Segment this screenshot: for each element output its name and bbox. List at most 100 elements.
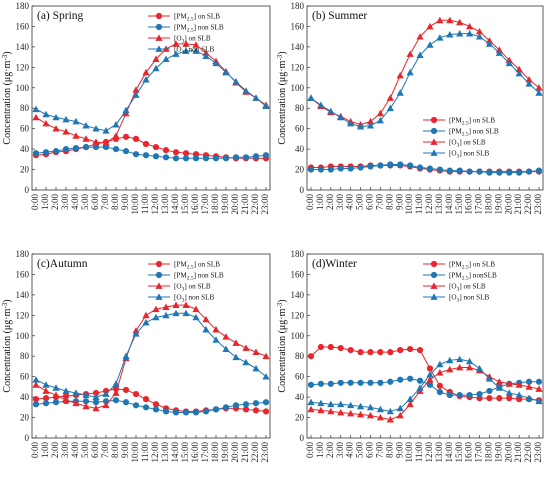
data-point <box>122 399 130 406</box>
data-point <box>242 406 250 413</box>
data-point <box>62 387 70 394</box>
legend-swatch-marker <box>155 260 163 268</box>
data-point <box>42 381 50 388</box>
data-point <box>347 409 355 417</box>
data-point <box>32 376 40 383</box>
x-tick-label: 14:00 <box>170 442 180 463</box>
y-tick-label: 80 <box>295 351 305 361</box>
legend-label: [O3] on SLB <box>449 283 486 293</box>
data-point <box>212 59 220 67</box>
x-tick-label: 15:00 <box>454 442 464 463</box>
legend-swatch-marker <box>430 127 438 135</box>
y-axis-label: Concentration (μg·m-3) <box>276 299 288 392</box>
y-tick-label: 100 <box>16 331 30 341</box>
data-point <box>222 333 230 340</box>
data-point <box>102 139 110 146</box>
data-point <box>202 408 210 415</box>
y-axis-label-prefix: Concentration ( <box>2 81 13 144</box>
series-2 <box>32 143 270 162</box>
data-point <box>112 389 120 396</box>
data-point <box>515 381 523 388</box>
data-point <box>92 399 100 406</box>
x-tick-label: 16:00 <box>464 442 474 463</box>
data-point <box>92 125 100 132</box>
data-point <box>456 30 464 37</box>
data-point <box>307 398 315 406</box>
series-4 <box>307 355 543 415</box>
legend-swatch-marker <box>155 271 163 279</box>
x-tick-label: 19:00 <box>493 442 503 463</box>
data-point <box>112 146 120 153</box>
plot-frame <box>31 5 271 191</box>
data-point <box>485 375 494 382</box>
data-point <box>142 311 150 319</box>
series-2 <box>32 397 270 416</box>
series-2 <box>307 161 543 176</box>
y-tick-label: 120 <box>16 310 30 320</box>
plot-frame <box>31 253 271 439</box>
legend-label: [O3] on SLB <box>174 283 211 293</box>
data-point <box>347 165 354 172</box>
data-point <box>252 364 260 372</box>
data-point <box>466 22 474 30</box>
y-axis-label-unit-sup: -3 <box>1 54 9 60</box>
x-tick-label: 20:00 <box>230 442 240 463</box>
x-tick-label: 16:00 <box>190 442 200 463</box>
x-tick-label: 20:00 <box>503 442 513 463</box>
data-point <box>357 349 364 356</box>
data-point <box>416 33 424 40</box>
series-line <box>35 304 267 409</box>
data-point <box>436 166 443 173</box>
plot-frame <box>306 253 544 439</box>
x-tick-label: 21:00 <box>513 442 523 463</box>
data-point <box>327 400 335 408</box>
data-point <box>172 301 180 308</box>
data-point <box>142 68 150 76</box>
data-point <box>466 168 473 175</box>
data-point <box>475 364 484 372</box>
x-tick-label: 11:00 <box>140 442 150 463</box>
legend-swatch-marker <box>155 12 163 20</box>
x-tick-label: 10:00 <box>404 442 414 463</box>
data-point <box>406 50 414 57</box>
legend-swatch-marker <box>430 293 438 300</box>
data-point <box>337 344 344 352</box>
data-point <box>192 41 200 48</box>
x-tick-label: 1:00 <box>40 194 50 211</box>
chart-panel-2: 0 20 40 60 80 100 120 140 160 180 0:00 1:00 2:00 3:00… <box>276 1 544 215</box>
data-point <box>182 150 190 157</box>
data-point <box>172 409 180 416</box>
data-point <box>525 383 533 390</box>
y-tick-label: 80 <box>20 103 30 113</box>
x-tick-label: 13:00 <box>434 442 444 463</box>
data-point <box>327 107 335 115</box>
data-point <box>337 113 345 121</box>
series-3 <box>32 301 270 412</box>
data-point <box>366 122 375 129</box>
data-point <box>356 410 365 418</box>
x-tick-label: 22:00 <box>250 442 260 463</box>
data-point <box>407 375 414 382</box>
y-tick-label: 60 <box>295 124 305 134</box>
data-point <box>406 68 414 76</box>
x-tick-label: 9:00 <box>120 442 130 459</box>
panel-title: (c)Autumn <box>37 258 88 270</box>
data-point <box>525 76 533 83</box>
data-point <box>397 161 404 168</box>
data-point <box>387 378 394 385</box>
x-tick-label: 7:00 <box>100 194 110 211</box>
data-point <box>356 123 365 130</box>
data-point <box>122 106 130 114</box>
data-point <box>262 102 270 110</box>
data-point <box>142 140 150 148</box>
data-point <box>387 161 394 168</box>
data-point <box>525 168 533 175</box>
data-point <box>162 311 170 319</box>
data-point <box>62 396 70 404</box>
data-point <box>152 305 160 313</box>
y-tick-label: 100 <box>291 83 305 93</box>
data-point <box>317 380 325 387</box>
x-tick-label: 22:00 <box>523 442 533 463</box>
y-tick-label: 60 <box>295 372 305 382</box>
data-point <box>222 404 230 411</box>
